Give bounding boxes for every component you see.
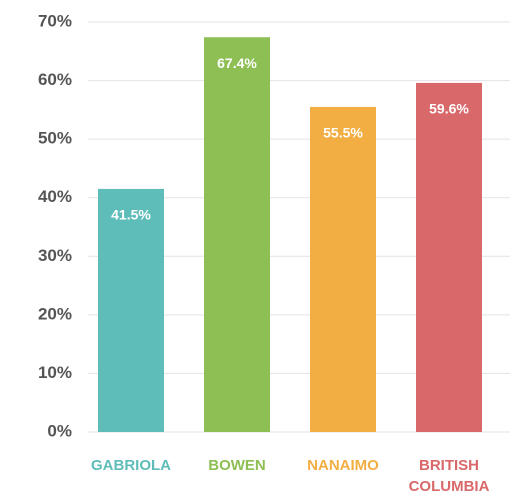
bar (98, 188, 164, 432)
bar (310, 106, 376, 432)
value-label: 67.4% (217, 55, 257, 71)
y-tick-label: 70% (38, 11, 72, 30)
y-tick-label: 40% (38, 187, 72, 206)
x-tick-label: BOWEN (208, 457, 266, 474)
bar (204, 37, 270, 432)
x-tick-label: BRITISH COLUMBIA (409, 457, 490, 495)
y-tick-label: 20% (38, 304, 72, 323)
y-tick-label: 0% (47, 421, 72, 440)
value-label: 59.6% (429, 101, 469, 117)
x-tick-label: GABRIOLA (91, 457, 171, 474)
value-label: 41.5% (111, 207, 151, 223)
bar (416, 82, 482, 433)
value-label: 55.5% (323, 125, 363, 141)
y-tick-label: 60% (38, 70, 72, 89)
y-tick-label: 30% (38, 246, 72, 265)
y-tick-label: 50% (38, 129, 72, 148)
y-tick-label: 10% (38, 363, 72, 382)
x-tick-label: NANAIMO (307, 457, 379, 474)
